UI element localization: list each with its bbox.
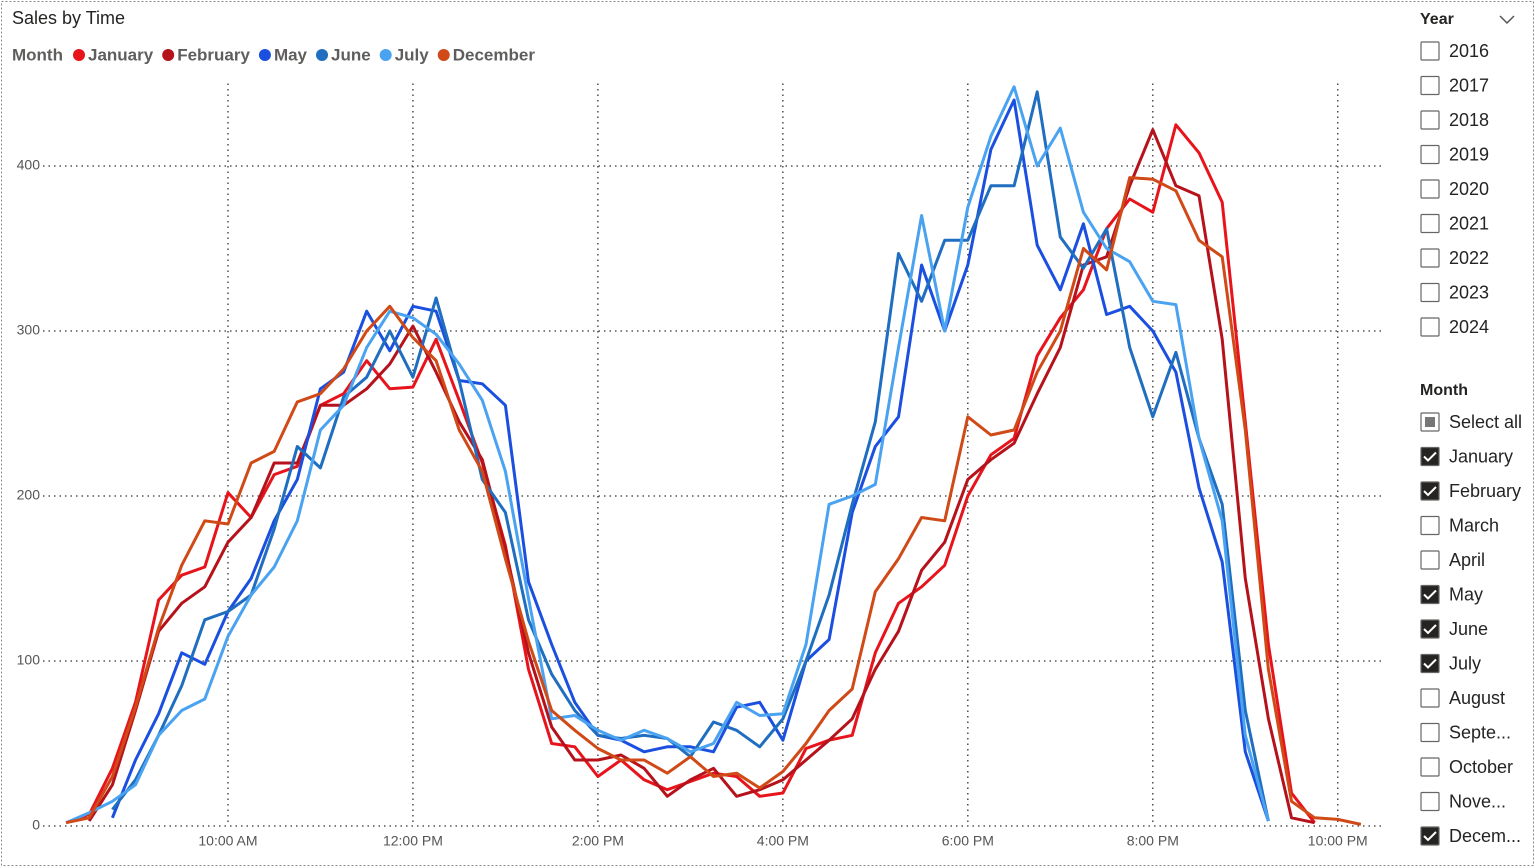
dropdown-chevron[interactable] — [1499, 15, 1515, 25]
checkbox[interactable] — [1420, 248, 1440, 268]
checkbox[interactable] — [1420, 213, 1440, 234]
checkmark — [1423, 831, 1437, 842]
checkbox[interactable] — [1420, 481, 1440, 501]
x-tick-label: 12:00 PM — [383, 833, 443, 849]
slicer-item[interactable]: May — [1449, 584, 1483, 604]
slicer-item[interactable]: Decem... — [1449, 826, 1521, 846]
checkbox[interactable] — [1420, 446, 1440, 467]
checkbox[interactable] — [1420, 722, 1440, 743]
x-tick-label: 6:00 PM — [942, 833, 994, 849]
slicer-item[interactable]: 2019 — [1449, 144, 1489, 164]
slicer-item[interactable]: 2016 — [1449, 41, 1489, 61]
slicer-item[interactable]: 2022 — [1449, 248, 1489, 268]
checkbox[interactable] — [1420, 515, 1440, 536]
series-line — [111, 98, 1270, 822]
legend-marker — [162, 49, 175, 61]
checkbox[interactable] — [1420, 619, 1440, 639]
slicer-item[interactable]: 2017 — [1449, 75, 1489, 95]
checkbox[interactable] — [1420, 144, 1440, 165]
checkmark — [1423, 451, 1437, 462]
slicer-item[interactable]: 2024 — [1449, 317, 1489, 337]
series-line — [111, 90, 1270, 822]
slicer-item[interactable]: March — [1449, 515, 1499, 535]
legend-marker — [72, 49, 85, 61]
series-line — [65, 176, 1362, 826]
slicer-item[interactable]: February — [1449, 481, 1521, 501]
slicer-item[interactable]: July — [1449, 653, 1481, 673]
legend-marker — [437, 49, 450, 61]
legend-marker — [379, 49, 392, 61]
slicer-item[interactable]: January — [1449, 446, 1513, 466]
legend-label: June — [331, 45, 371, 64]
legend-marker — [258, 49, 271, 61]
partial-mark — [1425, 417, 1435, 427]
x-tick-label: 8:00 PM — [1127, 833, 1179, 849]
slicer-item[interactable]: August — [1449, 688, 1505, 708]
x-tick-label: 10:00 AM — [198, 833, 257, 849]
checkbox[interactable] — [1420, 688, 1440, 708]
checkbox[interactable] — [1420, 282, 1440, 303]
slicer-item[interactable]: Septe... — [1449, 722, 1511, 742]
checkmark — [1423, 589, 1437, 600]
series-line — [65, 85, 1270, 825]
checkbox[interactable] — [1420, 41, 1440, 61]
checkbox[interactable] — [1420, 757, 1440, 777]
series-line — [65, 123, 1316, 825]
x-tick-label: 10:00 PM — [1308, 833, 1368, 849]
legend-label: February — [177, 45, 250, 64]
legend-marker — [316, 49, 329, 61]
slicer-item[interactable]: 2023 — [1449, 282, 1489, 302]
checkbox[interactable] — [1420, 550, 1440, 570]
slicer-item[interactable]: April — [1449, 550, 1485, 570]
slicer-title: Year — [1420, 11, 1454, 28]
x-tick-label: 4:00 PM — [757, 833, 809, 849]
checkbox[interactable] — [1420, 584, 1440, 605]
checkbox[interactable] — [1420, 75, 1440, 96]
y-tick-label: 300 — [17, 322, 41, 338]
legend-label: January — [88, 45, 154, 64]
checkbox[interactable] — [1420, 826, 1440, 846]
slicer-item[interactable]: June — [1449, 619, 1488, 639]
chart-title: Sales by Time — [12, 8, 125, 28]
legend-label: July — [395, 45, 430, 64]
checkbox[interactable] — [1420, 653, 1440, 674]
y-tick-label: 400 — [17, 157, 41, 173]
slicer-title: Month — [1420, 382, 1468, 399]
slicer-item[interactable]: 2018 — [1449, 110, 1489, 130]
x-tick-label: 2:00 PM — [572, 833, 624, 849]
y-tick-label: 200 — [17, 487, 41, 503]
checkmark — [1423, 658, 1437, 669]
slicer-item[interactable]: 2020 — [1449, 179, 1489, 199]
checkbox[interactable] — [1420, 791, 1440, 812]
slicer-item[interactable]: October — [1449, 757, 1513, 777]
checkbox[interactable] — [1420, 317, 1440, 337]
checkmark — [1423, 624, 1437, 635]
legend-label: December — [453, 45, 536, 64]
checkmark — [1423, 486, 1437, 497]
y-tick-label: 100 — [17, 652, 41, 668]
checkbox[interactable] — [1420, 110, 1440, 130]
legend-title: Month — [12, 45, 63, 64]
checkbox[interactable] — [1420, 179, 1440, 199]
slicer-item[interactable]: 2021 — [1449, 213, 1489, 233]
y-tick-label: 0 — [32, 817, 40, 833]
slicer-item[interactable]: Select all — [1449, 412, 1522, 432]
legend-label: May — [274, 45, 308, 64]
slicer-item[interactable]: Nove... — [1449, 791, 1506, 811]
